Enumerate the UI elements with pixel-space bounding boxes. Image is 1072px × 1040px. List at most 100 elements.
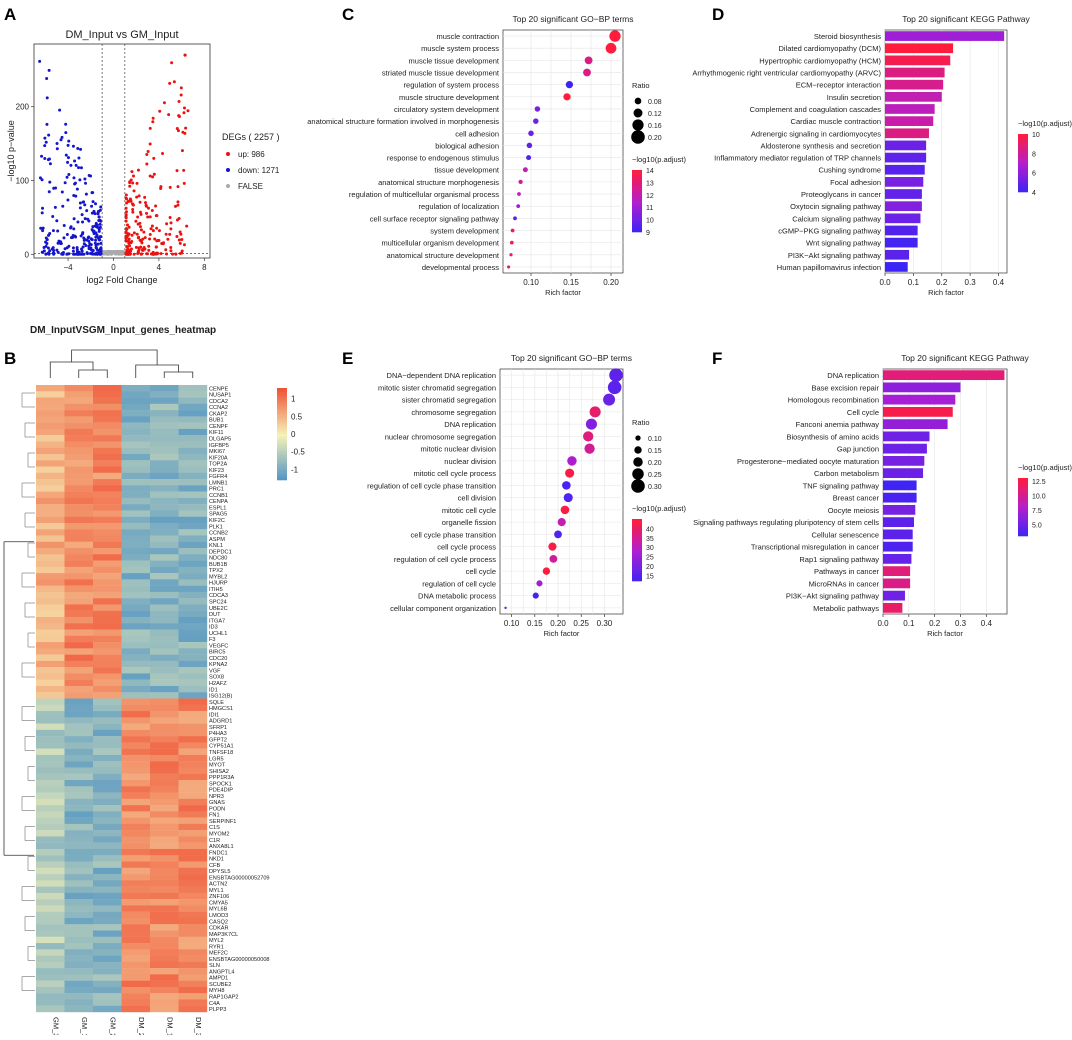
volcano-point [146, 215, 150, 219]
heatmap-cell [64, 974, 94, 981]
volcano-point [178, 251, 182, 255]
volcano-point [93, 224, 97, 228]
volcano-point [132, 252, 136, 256]
heatmap-cell [121, 786, 151, 793]
gene-label: SQLE [209, 700, 224, 706]
heatmap-cell [93, 441, 122, 448]
dots [504, 368, 623, 610]
heatmap-cell [178, 629, 208, 636]
heatmap-cell [93, 560, 122, 568]
heatmap-cell [36, 616, 65, 624]
bar [885, 79, 944, 90]
gene-label: FN1 [209, 813, 220, 819]
x-tick-label: 0.0 [879, 278, 891, 287]
heatmap-cell [150, 792, 179, 800]
plot-frame [882, 368, 1008, 615]
bar [885, 91, 942, 102]
heatmap-cell [150, 930, 179, 937]
bar [885, 55, 951, 66]
legend-dot [632, 119, 644, 131]
colorbar-segment [277, 447, 287, 451]
colorbar-segment [632, 225, 642, 229]
category-label: circulatory system development [394, 105, 500, 114]
colorbar-segment [277, 468, 287, 472]
heatmap-cell [64, 466, 94, 473]
heatmap-cell [64, 811, 94, 818]
gene-label: SPAG5 [209, 512, 227, 518]
heatmap-cell [121, 410, 151, 417]
heatmap-cell [178, 648, 208, 655]
heatmap-cell [121, 968, 151, 975]
heatmap-cell [93, 874, 122, 881]
heatmap-cell [64, 447, 94, 455]
heatmap-cell [121, 573, 151, 580]
colorbar-segment [632, 558, 642, 561]
gene-label: KIF2C [209, 518, 225, 524]
heatmap-cell [150, 522, 179, 530]
heatmap-cell [93, 485, 122, 492]
colorbar-segment [277, 470, 287, 474]
dot [584, 56, 593, 65]
bar [883, 443, 927, 454]
volcano-point [71, 235, 75, 239]
volcano-point [175, 169, 179, 173]
colorbar-segment [632, 550, 642, 553]
gene-label: FGFR4 [209, 474, 227, 480]
volcano-point [182, 111, 186, 115]
x-tick-label: 0.10 [504, 619, 520, 628]
category-label: Steroid biosynthesis [814, 32, 881, 41]
x-tick-label: 0.20 [550, 619, 566, 628]
heatmap-cell [64, 930, 94, 937]
gene-label: ENSBTAG00000050008 [209, 957, 270, 963]
gene-label: MKI67 [209, 449, 225, 455]
heatmap-cell [121, 560, 151, 568]
bars [885, 31, 1005, 272]
dot [509, 240, 514, 245]
gene-label: CKAP2 [209, 411, 227, 417]
volcano-point [164, 252, 168, 256]
category-label: Hypertrophic cardiomyopathy (HCM) [759, 56, 881, 65]
legend-dot [633, 457, 643, 467]
bar [883, 419, 948, 430]
volcano-point [129, 199, 133, 203]
legend-swatch [226, 152, 230, 156]
heatmap-cell [178, 535, 208, 542]
heatmap-cell [64, 767, 94, 774]
category-label: Adrenergic signaling in cardiomyocytes [751, 129, 881, 138]
volcano-point [55, 147, 59, 151]
legend-dot [634, 446, 642, 454]
heatmap-cell [178, 817, 208, 825]
size-legend: Ratio 0.10 0.15 0.20 0.25 0.30 [631, 418, 662, 493]
gene-label: ESPL1 [209, 505, 226, 511]
heatmap-cell [64, 993, 94, 1000]
volcano-points [38, 53, 190, 256]
volcano-point [125, 234, 129, 238]
volcano-point [143, 236, 147, 240]
gene-label: CDC20 [209, 656, 227, 662]
colorbar-segment [277, 424, 287, 428]
volcano-point [124, 239, 128, 243]
heatmap-cell [36, 736, 65, 743]
volcano-point [145, 252, 149, 256]
heatmap-cell [121, 1005, 151, 1013]
volcano-point [124, 216, 128, 220]
heatmap-cell [178, 604, 208, 611]
heatmap-cell [150, 422, 179, 430]
colorbar-segment [1018, 530, 1028, 533]
heatmap-cell [93, 704, 122, 712]
colorbar-tick-label: 8 [1032, 151, 1036, 158]
volcano-point [56, 250, 60, 254]
heatmap-cell [64, 842, 94, 850]
gene-label: GFPT2 [209, 737, 227, 743]
gene-label: MYOT [209, 763, 226, 769]
heatmap-cell [150, 980, 179, 988]
bars [883, 370, 1005, 613]
volcano-point [158, 109, 162, 113]
heatmap-cell [178, 385, 208, 392]
dot [583, 431, 594, 442]
colorbar-segment [1018, 501, 1028, 504]
gene-label: IDI1 [209, 712, 219, 718]
volcano-point [154, 245, 158, 249]
volcano-point [138, 210, 142, 214]
heatmap-cell [64, 428, 94, 436]
